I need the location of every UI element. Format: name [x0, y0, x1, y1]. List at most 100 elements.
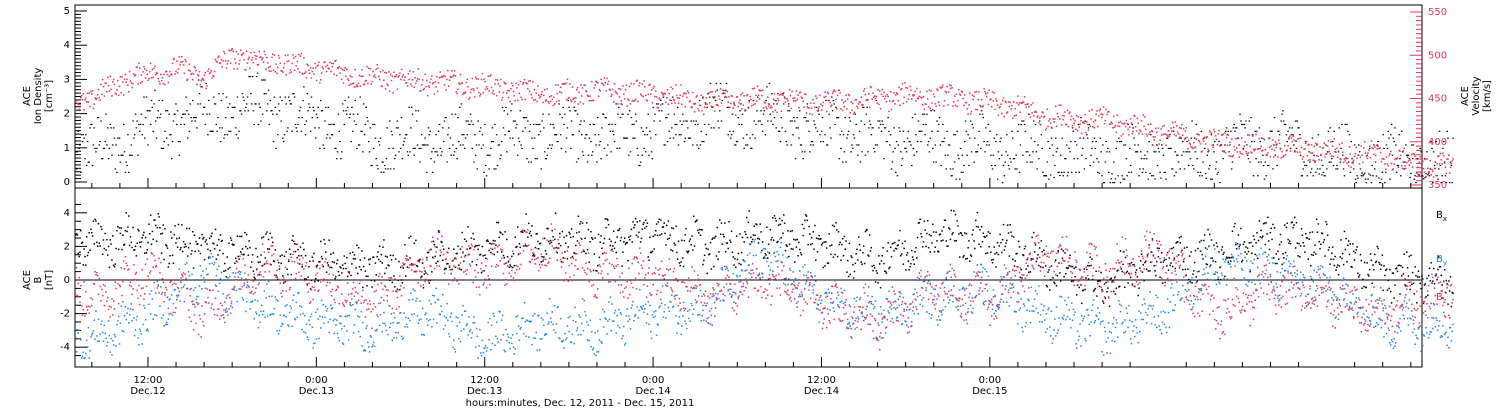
b-x-point: [385, 267, 388, 269]
density-point: [871, 127, 873, 129]
velocity-point: [80, 94, 83, 97]
velocity-point: [126, 78, 128, 81]
velocity-point: [688, 100, 691, 103]
b-x-point: [160, 233, 162, 235]
velocity-point: [1198, 139, 1200, 142]
density-point: [1286, 140, 1288, 143]
velocity-point: [490, 86, 493, 89]
density-point: [1209, 178, 1212, 180]
b-x-point: [715, 255, 718, 257]
b-x-point: [481, 245, 484, 248]
velocity-point: [757, 94, 760, 97]
density-point: [1198, 134, 1200, 136]
b-x-point: [1147, 270, 1150, 272]
density-point: [829, 127, 831, 129]
density-point: [485, 175, 488, 177]
density-point: [1044, 175, 1047, 177]
density-point: [575, 161, 578, 163]
b-x-point: [250, 261, 253, 263]
b-x-point: [444, 267, 447, 270]
velocity-point: [1043, 115, 1046, 118]
density-point: [834, 123, 836, 126]
b-x-point: [527, 222, 530, 225]
b-x-point: [1109, 278, 1112, 280]
density-point: [135, 127, 138, 129]
velocity-point: [459, 73, 462, 76]
ylabel-right-line2: Velocity: [1471, 76, 1482, 115]
velocity-point: [545, 99, 548, 101]
density-point: [894, 147, 896, 149]
density-point: [1395, 171, 1398, 173]
density-point: [820, 130, 823, 132]
density-point: [421, 144, 424, 146]
velocity-point: [503, 81, 506, 84]
b-x-point: [919, 218, 921, 220]
b-x-point: [112, 264, 115, 267]
velocity-point: [1294, 140, 1297, 142]
velocity-point: [1262, 149, 1264, 152]
b-x-point: [389, 254, 392, 257]
b-x-point: [313, 252, 315, 255]
b-x-point: [1312, 254, 1315, 256]
b-x-point: [1022, 254, 1025, 257]
velocity-point: [1182, 128, 1185, 130]
velocity-point: [799, 91, 802, 93]
velocity-point: [749, 95, 751, 98]
velocity-point: [780, 110, 782, 112]
b-x-point: [353, 254, 356, 256]
velocity-point: [681, 103, 683, 106]
velocity-point: [142, 71, 144, 73]
b-x-point: [327, 264, 330, 266]
density-point: [1060, 171, 1063, 173]
density-point: [1322, 171, 1325, 173]
density-point: [95, 151, 97, 153]
velocity-point: [625, 84, 628, 86]
b-x-point: [756, 223, 758, 226]
b-x-point: [941, 230, 943, 232]
b-x-point: [245, 233, 248, 236]
density-point: [906, 137, 909, 139]
density-point: [680, 134, 682, 136]
b-x-point: [1260, 229, 1262, 232]
velocity-point: [775, 99, 777, 102]
bottom-left-tick-label: 2: [64, 241, 70, 252]
b-x-point: [903, 247, 905, 250]
velocity-point: [947, 104, 949, 106]
density-point: [1066, 175, 1069, 177]
velocity-point: [382, 69, 384, 72]
b-x-point: [783, 214, 785, 216]
density-point: [967, 134, 969, 136]
density-point: [640, 127, 643, 129]
b-x-point: [1166, 251, 1169, 254]
density-point: [341, 103, 344, 105]
velocity-point: [969, 113, 972, 115]
density-point: [125, 161, 128, 163]
density-point: [1280, 120, 1283, 122]
b-x-point: [1363, 261, 1366, 264]
density-point: [438, 123, 441, 126]
b-x-point: [198, 237, 201, 239]
density-point: [743, 147, 745, 149]
b-x-point: [89, 249, 91, 252]
density-point: [274, 106, 277, 108]
density-point: [710, 127, 713, 129]
density-point: [498, 144, 500, 146]
density-point: [978, 130, 980, 132]
density-point: [221, 127, 223, 129]
density-point: [669, 137, 671, 139]
velocity-point: [1078, 126, 1081, 128]
velocity-point: [1386, 163, 1389, 165]
velocity-point: [1202, 138, 1204, 140]
velocity-point: [454, 74, 457, 77]
b-x-point: [1157, 256, 1160, 258]
velocity-point: [1330, 141, 1332, 143]
density-point: [153, 103, 155, 105]
b-x-point: [1246, 247, 1249, 249]
b-x-point: [1272, 257, 1275, 259]
density-point: [1334, 151, 1336, 153]
density-point: [1012, 158, 1015, 160]
velocity-point: [521, 98, 523, 101]
density-point: [666, 140, 669, 143]
density-point: [1352, 161, 1354, 163]
velocity-point: [1188, 142, 1191, 145]
